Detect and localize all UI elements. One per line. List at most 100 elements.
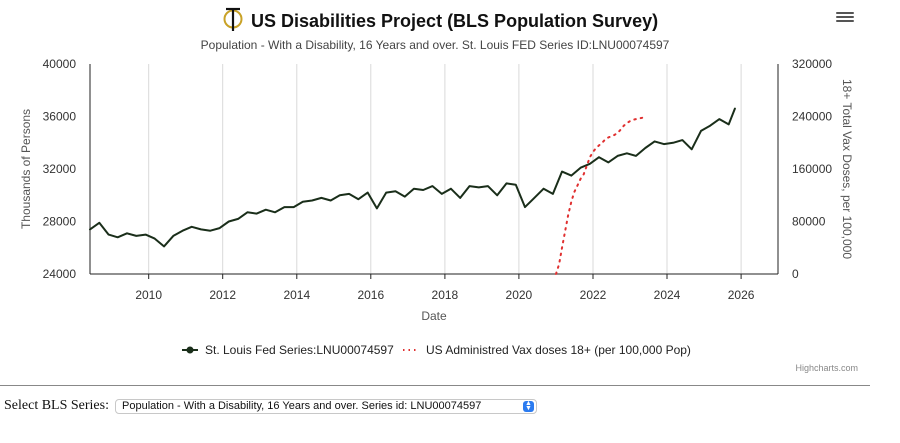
- hamburger-menu-icon[interactable]: [836, 10, 854, 26]
- data-point-disability: [719, 118, 721, 120]
- data-point-disability: [663, 143, 665, 145]
- data-point-vax: [611, 135, 613, 137]
- data-point-disability: [487, 185, 489, 187]
- data-point-vax: [583, 173, 585, 175]
- data-point-disability: [89, 229, 91, 231]
- data-point-disability: [459, 197, 461, 199]
- legend-item-vax-series[interactable]: US Administred Vax doses 18+ (per 100,00…: [403, 343, 691, 357]
- data-point-disability: [496, 194, 498, 196]
- data-point-disability: [311, 200, 313, 202]
- x-tick-label: 2022: [580, 288, 607, 302]
- x-tick-label: 2018: [432, 288, 459, 302]
- data-point-disability: [432, 185, 434, 187]
- data-point-vax: [614, 134, 616, 136]
- series-select-row: Select BLS Series: Population - With a D…: [4, 397, 537, 415]
- data-point-disability: [302, 201, 304, 203]
- plot-area: [89, 64, 779, 275]
- data-point-disability: [237, 218, 239, 220]
- select-label: Select BLS Series:: [4, 398, 109, 413]
- data-point-disability: [117, 236, 119, 238]
- data-point-vax: [617, 132, 619, 134]
- data-point-disability: [385, 192, 387, 194]
- data-point-vax: [592, 151, 594, 153]
- data-point-disability: [589, 163, 591, 165]
- y-axis-right-title: 18+ Total Vax Doses, per 100,000: [840, 79, 854, 259]
- data-point-disability: [534, 197, 536, 199]
- data-point-vax: [629, 120, 631, 122]
- data-point-vax: [564, 231, 566, 233]
- series-layer: [89, 107, 736, 275]
- y-right-tick-label: 240000: [792, 110, 832, 124]
- legend-label-disability: St. Louis Fed Series:LNU00074597: [205, 343, 394, 357]
- data-point-disability: [126, 233, 128, 235]
- data-point-disability: [265, 209, 267, 211]
- y-left-tick-label: 24000: [43, 267, 77, 281]
- chart-svg: US Disabilities Project (BLS Population …: [19, 7, 858, 373]
- legend-label-vax: US Administred Vax doses 18+ (per 100,00…: [426, 343, 691, 357]
- data-point-disability: [136, 235, 138, 237]
- credits-link[interactable]: Highcharts.com: [795, 363, 858, 373]
- x-tick-label: 2024: [654, 288, 681, 302]
- data-point-disability: [700, 130, 702, 132]
- data-point-vax: [623, 125, 625, 127]
- data-point-disability: [219, 227, 221, 229]
- data-point-vax: [598, 145, 600, 147]
- data-point-disability: [173, 235, 175, 237]
- data-point-vax: [595, 147, 597, 149]
- data-point-disability: [256, 213, 258, 215]
- data-point-vax: [604, 139, 606, 141]
- data-point-disability: [376, 208, 378, 210]
- data-point-disability: [191, 226, 193, 228]
- data-point-disability: [617, 155, 619, 157]
- data-point-disability: [441, 193, 443, 195]
- data-point-vax: [589, 156, 591, 158]
- data-point-disability: [524, 206, 526, 208]
- grid-lines: [148, 64, 742, 274]
- y-left-tick-label: 32000: [43, 162, 77, 176]
- data-point-vax: [601, 142, 603, 144]
- data-point-disability: [348, 193, 350, 195]
- series-line-vax: [555, 116, 644, 275]
- data-point-disability: [358, 198, 360, 200]
- data-point-disability: [247, 212, 249, 214]
- data-point-vax: [632, 119, 634, 121]
- data-point-disability: [682, 139, 684, 141]
- data-point-vax: [620, 129, 622, 131]
- data-point-disability: [404, 196, 406, 198]
- data-point-disability: [450, 188, 452, 190]
- legend-item-disability-series[interactable]: St. Louis Fed Series:LNU00074597: [182, 343, 394, 357]
- x-tick-label: 2020: [506, 288, 533, 302]
- data-point-disability: [654, 141, 656, 143]
- data-point-disability: [734, 108, 736, 110]
- data-point-disability: [413, 188, 415, 190]
- divider: [0, 385, 870, 386]
- x-axis-title: Date: [421, 309, 447, 323]
- data-point-disability: [274, 212, 276, 214]
- data-point-disability: [691, 149, 693, 151]
- data-point-disability: [210, 230, 212, 232]
- y-right-tick-label: 80000: [792, 215, 826, 229]
- data-point-disability: [515, 184, 517, 186]
- data-point-vax: [558, 263, 560, 265]
- data-point-vax: [580, 178, 582, 180]
- data-point-disability: [108, 234, 110, 236]
- tick-labels: 2010 2012 2014 2016 2018 2020 2022 2024 2026 2400…: [43, 57, 833, 302]
- data-point-disability: [571, 175, 573, 177]
- series-select-dropdown[interactable]: Population - With a Disability, 16 Years…: [115, 398, 537, 414]
- chart-subtitle: Population - With a Disability, 16 Years…: [201, 38, 670, 52]
- data-point-disability: [506, 183, 508, 185]
- x-tick-label: 2012: [209, 288, 236, 302]
- data-point-disability: [182, 230, 184, 232]
- data-point-disability: [672, 142, 674, 144]
- chart-container: US Disabilities Project (BLS Population …: [19, 7, 858, 373]
- data-point-vax: [561, 247, 563, 249]
- y-right-tick-label: 0: [792, 267, 799, 281]
- data-point-disability: [645, 147, 647, 149]
- data-point-disability: [145, 234, 147, 236]
- data-point-disability: [330, 200, 332, 202]
- data-point-disability: [321, 197, 323, 199]
- y-axis-left-title: Thousands of Persons: [19, 109, 33, 229]
- data-point-disability: [339, 194, 341, 196]
- data-point-disability: [422, 189, 424, 191]
- data-point-vax: [555, 273, 557, 275]
